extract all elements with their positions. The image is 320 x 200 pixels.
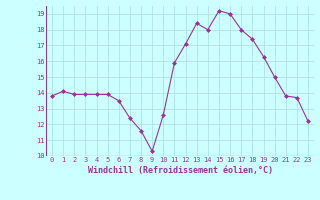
X-axis label: Windchill (Refroidissement éolien,°C): Windchill (Refroidissement éolien,°C) xyxy=(87,166,273,175)
